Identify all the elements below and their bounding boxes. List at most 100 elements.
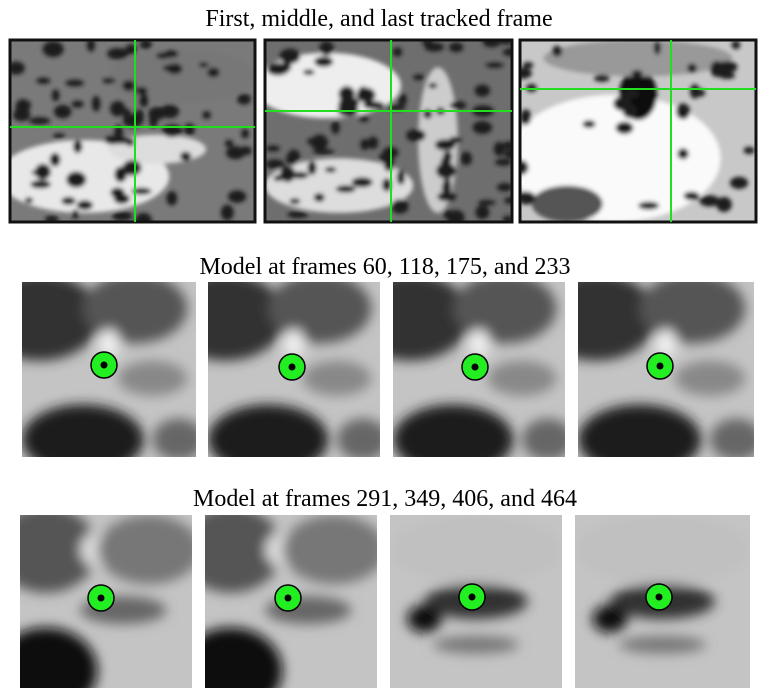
- image-blob: [729, 176, 749, 189]
- image-blob: [504, 196, 512, 204]
- image-blob: [36, 77, 51, 84]
- image-blob: [156, 52, 170, 60]
- image-blob: [397, 93, 407, 106]
- image-blob: [112, 211, 133, 222]
- image-blob: [22, 282, 101, 361]
- image-blob: [224, 139, 234, 148]
- image-blob: [477, 199, 496, 206]
- image-blob: [716, 60, 738, 74]
- image-blob: [406, 129, 426, 142]
- image-blob: [338, 85, 355, 103]
- panels: [8, 38, 758, 688]
- image-blob: [639, 282, 746, 344]
- image-panel: [208, 282, 380, 457]
- image-blob: [674, 360, 746, 396]
- image-blob: [699, 195, 720, 207]
- image-blob: [314, 56, 334, 67]
- image-blob: [443, 178, 451, 190]
- image-blob: [152, 418, 196, 457]
- image-blob: [265, 145, 281, 152]
- image-blob: [615, 121, 634, 135]
- image-blob: [449, 101, 467, 110]
- image-blob: [472, 120, 493, 134]
- image-blob: [102, 77, 116, 84]
- image-blob: [531, 185, 603, 222]
- image-blob: [495, 158, 512, 166]
- image-blob: [207, 67, 220, 78]
- image-blob: [61, 196, 76, 205]
- image-blob: [623, 89, 640, 99]
- image-blob: [357, 86, 369, 100]
- image-blob: [520, 191, 536, 205]
- image-blob: [407, 604, 442, 633]
- image-blob: [578, 404, 702, 457]
- image-blob: [34, 163, 51, 180]
- image-blob: [111, 137, 133, 145]
- image-blob: [208, 282, 286, 361]
- image-blob: [551, 45, 563, 57]
- image-blob: [502, 141, 512, 150]
- image-blob: [266, 62, 289, 76]
- image-blob: [453, 282, 557, 344]
- image-border: [263, 38, 514, 224]
- image-content: [393, 282, 565, 457]
- image-blob: [237, 93, 251, 105]
- image-blob: [592, 604, 628, 633]
- image-blob: [526, 83, 537, 93]
- image-blob: [265, 159, 285, 169]
- image-blob: [448, 42, 464, 53]
- image-blob: [10, 61, 25, 75]
- image-panel: [578, 282, 754, 457]
- image-blob: [502, 48, 512, 57]
- image-blob: [676, 103, 690, 120]
- image-blob: [474, 84, 491, 97]
- image-blob: [485, 62, 504, 68]
- image-blob: [205, 627, 283, 688]
- image-blob: [520, 67, 532, 79]
- image-blob: [482, 40, 501, 48]
- image-blob: [710, 418, 754, 457]
- image-panel: [265, 40, 512, 222]
- image-blob: [493, 141, 505, 157]
- image-blob: [460, 151, 472, 166]
- image-blob: [390, 515, 562, 585]
- image-blob: [618, 636, 707, 654]
- image-blob: [683, 191, 700, 201]
- image-blob: [114, 124, 123, 140]
- image-blob: [282, 515, 377, 585]
- image-blob: [487, 360, 557, 396]
- row-title: First, middle, and last tracked frame: [205, 6, 552, 32]
- image-content: [10, 40, 255, 222]
- image-blob: [91, 95, 101, 112]
- image-panel: [390, 515, 562, 688]
- image-blob: [279, 48, 301, 64]
- image-blob: [139, 93, 149, 108]
- tracking-marker-center: [656, 362, 664, 370]
- image-blob: [131, 187, 152, 195]
- tracking-marker-center: [284, 594, 292, 602]
- image-blob: [122, 80, 136, 92]
- image-blob: [331, 120, 340, 134]
- tracking-marker-center: [97, 594, 105, 602]
- image-blob: [65, 79, 84, 87]
- image-blob: [319, 41, 334, 56]
- image-content: [205, 515, 377, 688]
- image-blob: [324, 166, 337, 173]
- image-blob: [351, 177, 373, 188]
- image-content: [208, 282, 380, 457]
- image-blob: [208, 404, 329, 457]
- image-blob: [47, 43, 56, 50]
- image-blob: [30, 180, 51, 189]
- image-blob: [286, 152, 298, 166]
- image-blob: [122, 160, 142, 176]
- image-blob: [393, 282, 471, 361]
- image-blob: [86, 40, 96, 52]
- image-blob: [475, 205, 490, 220]
- image-blob: [149, 112, 158, 129]
- image-blob: [428, 82, 438, 89]
- image-blob: [107, 47, 129, 60]
- image-blob: [108, 49, 255, 104]
- image-blob: [655, 329, 677, 358]
- image-blob: [687, 63, 698, 73]
- image-blob: [582, 120, 596, 128]
